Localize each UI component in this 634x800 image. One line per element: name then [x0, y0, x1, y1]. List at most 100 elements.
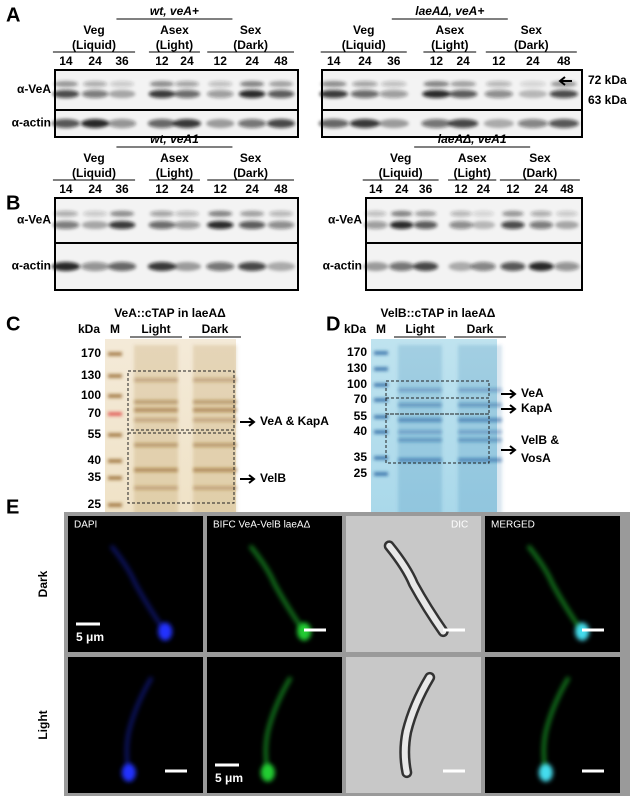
actin-band	[51, 262, 81, 271]
strain-label: laeAΔ, veA1	[438, 132, 507, 146]
marker-band	[374, 383, 388, 387]
veA-upper-band	[414, 210, 437, 217]
actin-band	[448, 119, 479, 128]
veA-band	[52, 221, 80, 229]
lane-label: 12	[454, 182, 468, 196]
size-marker: 55	[354, 409, 368, 423]
lane-label: 24	[88, 182, 102, 196]
veA-upper-band	[174, 81, 200, 87]
veA-band	[108, 90, 136, 98]
veA-upper-band	[53, 210, 79, 217]
sample-band	[458, 388, 502, 392]
sample-band	[134, 443, 178, 447]
dashed-box	[385, 413, 490, 464]
veA-upper-band	[485, 81, 512, 87]
size-marker: 40	[354, 424, 368, 438]
size-marker: 100	[81, 388, 101, 402]
strain-label: laeAΔ, veA+	[415, 4, 484, 18]
lane-label: 48	[560, 182, 574, 196]
veA-band	[206, 221, 234, 229]
lane-label: Light	[141, 322, 170, 336]
group-condition: (Liquid)	[342, 38, 386, 52]
size-marker: 100	[347, 377, 367, 391]
marker-lane-label: M	[110, 322, 120, 336]
veA-upper-band	[208, 210, 233, 217]
group-name: Asex	[160, 151, 189, 165]
veA-band	[555, 221, 579, 229]
column-label: BIFC VeA-VelB laeAΔ	[213, 520, 311, 531]
sample-band	[193, 418, 237, 422]
veA-upper-band	[239, 210, 265, 217]
size-marker: 35	[88, 470, 102, 484]
lane-label: Dark	[202, 322, 229, 336]
group-condition: (Liquid)	[379, 166, 423, 180]
sample-band	[134, 468, 178, 472]
size-marker: 130	[81, 368, 101, 382]
veA-upper-band	[450, 81, 477, 87]
veA-upper-band	[268, 81, 294, 87]
sample-band	[134, 486, 178, 490]
strain-label: wt, veA1	[150, 132, 199, 146]
sample-band	[458, 418, 502, 422]
marker-band	[374, 472, 388, 476]
actin-band	[237, 262, 267, 271]
group-condition: (Dark)	[514, 38, 549, 52]
size-marker: 63 kDa	[588, 93, 627, 107]
sample-band	[398, 388, 442, 392]
panel-letter: A	[6, 4, 20, 26]
veA-upper-band	[239, 81, 265, 87]
veA-band	[108, 221, 136, 229]
actin-band	[378, 119, 409, 128]
bands	[318, 81, 579, 128]
row-label: Dark	[36, 570, 50, 597]
sample-band	[134, 400, 178, 404]
sample-band	[458, 403, 502, 407]
lane-label: 14	[59, 54, 73, 68]
veA-band	[484, 90, 514, 98]
actin-band	[147, 262, 177, 271]
veA-band	[549, 90, 579, 98]
veA-upper-band	[320, 81, 347, 87]
lane-label: 24	[180, 54, 194, 68]
veA-band	[52, 90, 80, 98]
size-marker: 130	[347, 361, 367, 375]
gel-title: VeA::cTAP in laeAΔ	[114, 306, 226, 320]
actin-band	[206, 262, 235, 271]
marker-band	[374, 367, 388, 371]
veA-band	[148, 90, 176, 98]
actin-band	[206, 119, 235, 128]
group-condition: (Liquid)	[72, 38, 116, 52]
lane-label: 36	[115, 182, 129, 196]
veA-upper-band	[364, 210, 387, 217]
lane-label: 14	[327, 54, 341, 68]
hypha-signal	[526, 544, 584, 633]
actin-band	[548, 119, 579, 128]
group-condition: (Light)	[156, 38, 193, 52]
veA-band	[413, 221, 438, 229]
column-label: MERGED	[491, 520, 535, 531]
nucleus-signal	[575, 622, 590, 641]
marker-band	[374, 415, 388, 419]
group-name: Veg	[390, 151, 411, 165]
actin-band	[517, 119, 548, 128]
row-label: α-VeA	[17, 82, 51, 96]
marker-band	[374, 351, 388, 355]
nucleus-signal	[121, 763, 136, 782]
veA-band	[267, 221, 295, 229]
veA-band	[471, 221, 496, 229]
group-name: Sex	[240, 23, 262, 37]
actin-band	[266, 119, 296, 128]
arrow	[501, 404, 517, 414]
lane-label: 24	[245, 54, 259, 68]
actin-band	[500, 262, 526, 271]
veA-upper-band	[82, 81, 108, 87]
arrow	[501, 445, 517, 455]
size-marker: 72 kDa	[588, 73, 627, 87]
unit-label: kDa	[78, 322, 100, 336]
actin-band	[554, 262, 580, 271]
lane-label: 12	[214, 54, 228, 68]
hypha-signal	[109, 544, 167, 633]
lane-label: Light	[405, 322, 434, 336]
size-marker: 70	[88, 406, 102, 420]
panel-letter: B	[6, 192, 20, 214]
